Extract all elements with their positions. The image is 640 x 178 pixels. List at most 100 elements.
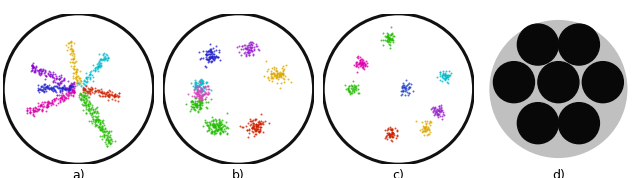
Point (48, 87, 58, 90)
Point (277, 72, 287, 74)
Point (196, 78, 206, 80)
Point (387, 38, 397, 41)
Point (254, 130, 264, 133)
Point (197, 79, 207, 82)
Point (358, 66, 368, 69)
Point (438, 74, 449, 77)
Point (243, 48, 253, 51)
Point (214, 125, 225, 128)
Point (397, 82, 408, 85)
Point (362, 62, 372, 64)
Point (106, 138, 116, 141)
Point (102, 90, 113, 93)
Point (48, 80, 58, 83)
Point (81, 76, 92, 79)
Point (253, 120, 263, 123)
Point (81, 104, 91, 106)
Point (49, 99, 60, 102)
Point (191, 83, 202, 86)
Point (35, 73, 45, 76)
Point (197, 104, 207, 107)
Point (420, 129, 430, 132)
Point (205, 55, 215, 58)
Point (93, 65, 104, 68)
Point (82, 90, 92, 93)
Point (251, 124, 261, 127)
Point (429, 111, 440, 114)
Point (30, 106, 40, 109)
Point (197, 98, 207, 101)
Point (357, 60, 367, 63)
Point (209, 55, 219, 58)
Point (102, 95, 113, 98)
Point (278, 73, 288, 76)
Point (69, 67, 79, 70)
Point (381, 32, 392, 35)
Point (386, 134, 396, 137)
Point (47, 86, 58, 89)
Point (269, 74, 280, 76)
Point (45, 86, 55, 89)
Point (355, 58, 365, 61)
Point (195, 86, 205, 89)
Point (109, 93, 120, 96)
Point (197, 93, 207, 96)
Point (437, 80, 447, 83)
Point (204, 58, 214, 61)
Point (95, 121, 106, 123)
Point (28, 110, 38, 113)
Point (246, 41, 256, 44)
Point (204, 127, 214, 130)
Point (102, 93, 113, 96)
Point (358, 65, 368, 67)
Point (201, 56, 211, 59)
Point (193, 94, 204, 97)
Point (194, 93, 204, 96)
Point (45, 101, 56, 104)
Point (216, 128, 226, 131)
Point (33, 70, 43, 73)
Point (440, 74, 451, 76)
Point (30, 109, 40, 112)
Point (286, 80, 296, 83)
Point (93, 64, 103, 67)
Point (81, 77, 91, 79)
Point (56, 96, 66, 99)
Point (101, 133, 111, 136)
Point (194, 94, 204, 97)
Point (196, 87, 207, 90)
Point (36, 104, 46, 106)
Point (63, 87, 73, 90)
Point (49, 77, 59, 80)
Point (251, 125, 261, 128)
Point (63, 79, 73, 82)
Point (418, 130, 428, 132)
Point (197, 94, 207, 97)
Point (214, 50, 224, 53)
Point (383, 133, 394, 136)
Point (436, 75, 447, 77)
Point (40, 109, 51, 112)
Point (214, 58, 225, 61)
Point (243, 51, 253, 53)
Point (255, 122, 265, 124)
Point (36, 88, 47, 91)
Point (275, 71, 285, 74)
Point (241, 48, 252, 51)
Point (387, 39, 397, 41)
Point (99, 51, 109, 54)
Point (262, 76, 273, 79)
Point (431, 111, 441, 114)
Point (252, 127, 262, 130)
Point (422, 127, 432, 130)
Point (85, 73, 95, 75)
Point (387, 140, 397, 142)
Point (420, 126, 430, 129)
Point (61, 97, 72, 100)
Point (248, 126, 259, 129)
Point (188, 106, 198, 108)
Point (223, 126, 233, 129)
Point (209, 125, 220, 128)
Point (442, 76, 452, 79)
Point (42, 105, 52, 108)
